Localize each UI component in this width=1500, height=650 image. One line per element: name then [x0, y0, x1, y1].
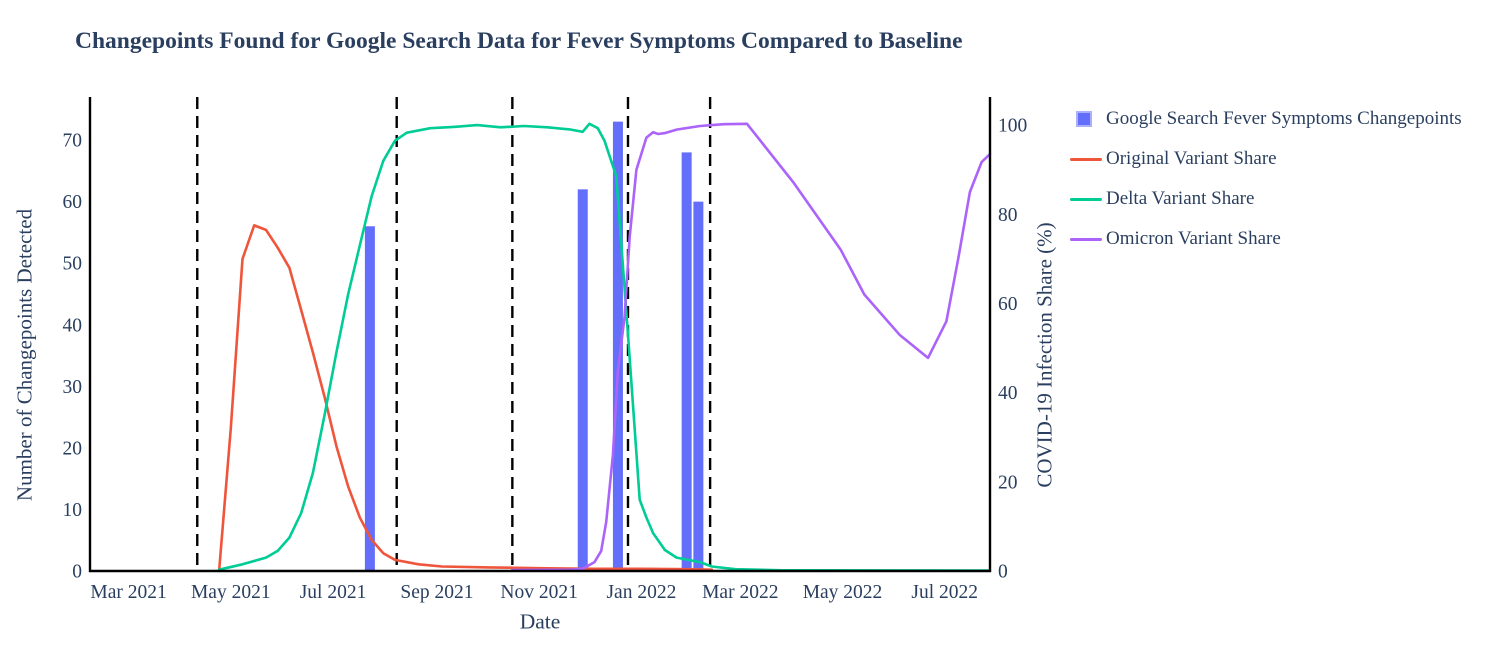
y-axis-left-title: Number of Changepoints Detected — [12, 208, 37, 502]
legend-swatch-box — [1070, 157, 1106, 161]
chart-title: Changepoints Found for Google Search Dat… — [75, 28, 963, 54]
legend-swatch-box — [1070, 197, 1106, 201]
legend-item-omicron-variant[interactable]: Omicron Variant Share — [1070, 219, 1462, 259]
line-marker-icon — [1070, 237, 1102, 241]
y-right-tick-label: 0 — [998, 562, 1008, 583]
changepoint-bar[interactable] — [612, 121, 623, 571]
y-left-tick-label: 40 — [63, 315, 83, 336]
y-left-tick-label: 30 — [63, 377, 83, 398]
x-tick-label: Mar 2022 — [702, 582, 778, 603]
y-left-tick-label: 50 — [63, 254, 83, 275]
x-tick-label: Sep 2021 — [400, 582, 473, 603]
line-original-variant-share[interactable] — [217, 224, 714, 573]
legend-item-delta-variant[interactable]: Delta Variant Share — [1070, 179, 1462, 219]
legend: Google Search Fever Symptoms Changepoint… — [1070, 99, 1462, 259]
line-marker-icon — [1070, 157, 1102, 161]
y-right-tick-label: 100 — [998, 116, 1027, 137]
y-right-tick-label: 20 — [998, 472, 1018, 493]
y-left-tick-label: 20 — [63, 438, 83, 459]
y-left-tick-label: 0 — [72, 562, 82, 583]
legend-label: Google Search Fever Symptoms Changepoint… — [1106, 108, 1462, 129]
line-omicron-variant-share[interactable] — [510, 122, 992, 572]
legend-label: Delta Variant Share — [1106, 188, 1255, 209]
y-right-tick-label: 80 — [998, 205, 1018, 226]
y-axis-right-title: COVID-19 Infection Share (%) — [1032, 222, 1057, 488]
x-tick-label: May 2021 — [191, 582, 271, 603]
legend-label: Original Variant Share — [1106, 148, 1277, 169]
changepoint-bar[interactable] — [577, 189, 588, 572]
changepoint-bar[interactable] — [681, 152, 692, 572]
line-delta-variant-share[interactable] — [217, 122, 992, 572]
y-right-tick-label: 60 — [998, 294, 1018, 315]
x-tick-label: Jan 2022 — [606, 582, 676, 603]
legend-swatch-box — [1070, 111, 1106, 127]
y-left-tick-label: 70 — [63, 131, 83, 152]
line-marker-icon — [1070, 197, 1102, 201]
y-right-tick-label: 40 — [998, 383, 1018, 404]
x-axis-title: Date — [519, 609, 561, 634]
x-tick-label: Mar 2021 — [90, 582, 166, 603]
x-tick-label: Jul 2021 — [300, 582, 367, 603]
y-left-tick-label: 10 — [63, 500, 83, 521]
legend-item-changepoints[interactable]: Google Search Fever Symptoms Changepoint… — [1070, 99, 1462, 139]
legend-item-original-variant[interactable]: Original Variant Share — [1070, 139, 1462, 179]
legend-label: Omicron Variant Share — [1106, 228, 1281, 249]
x-tick-label: Nov 2021 — [500, 582, 577, 603]
changepoint-bar[interactable] — [364, 226, 375, 572]
changepoint-bar[interactable] — [693, 201, 704, 571]
x-tick-label: May 2022 — [803, 582, 883, 603]
y-left-tick-label: 60 — [63, 192, 83, 213]
legend-swatch-box — [1070, 237, 1106, 241]
bar-marker-icon — [1076, 111, 1092, 127]
x-tick-label: Jul 2022 — [911, 582, 978, 603]
